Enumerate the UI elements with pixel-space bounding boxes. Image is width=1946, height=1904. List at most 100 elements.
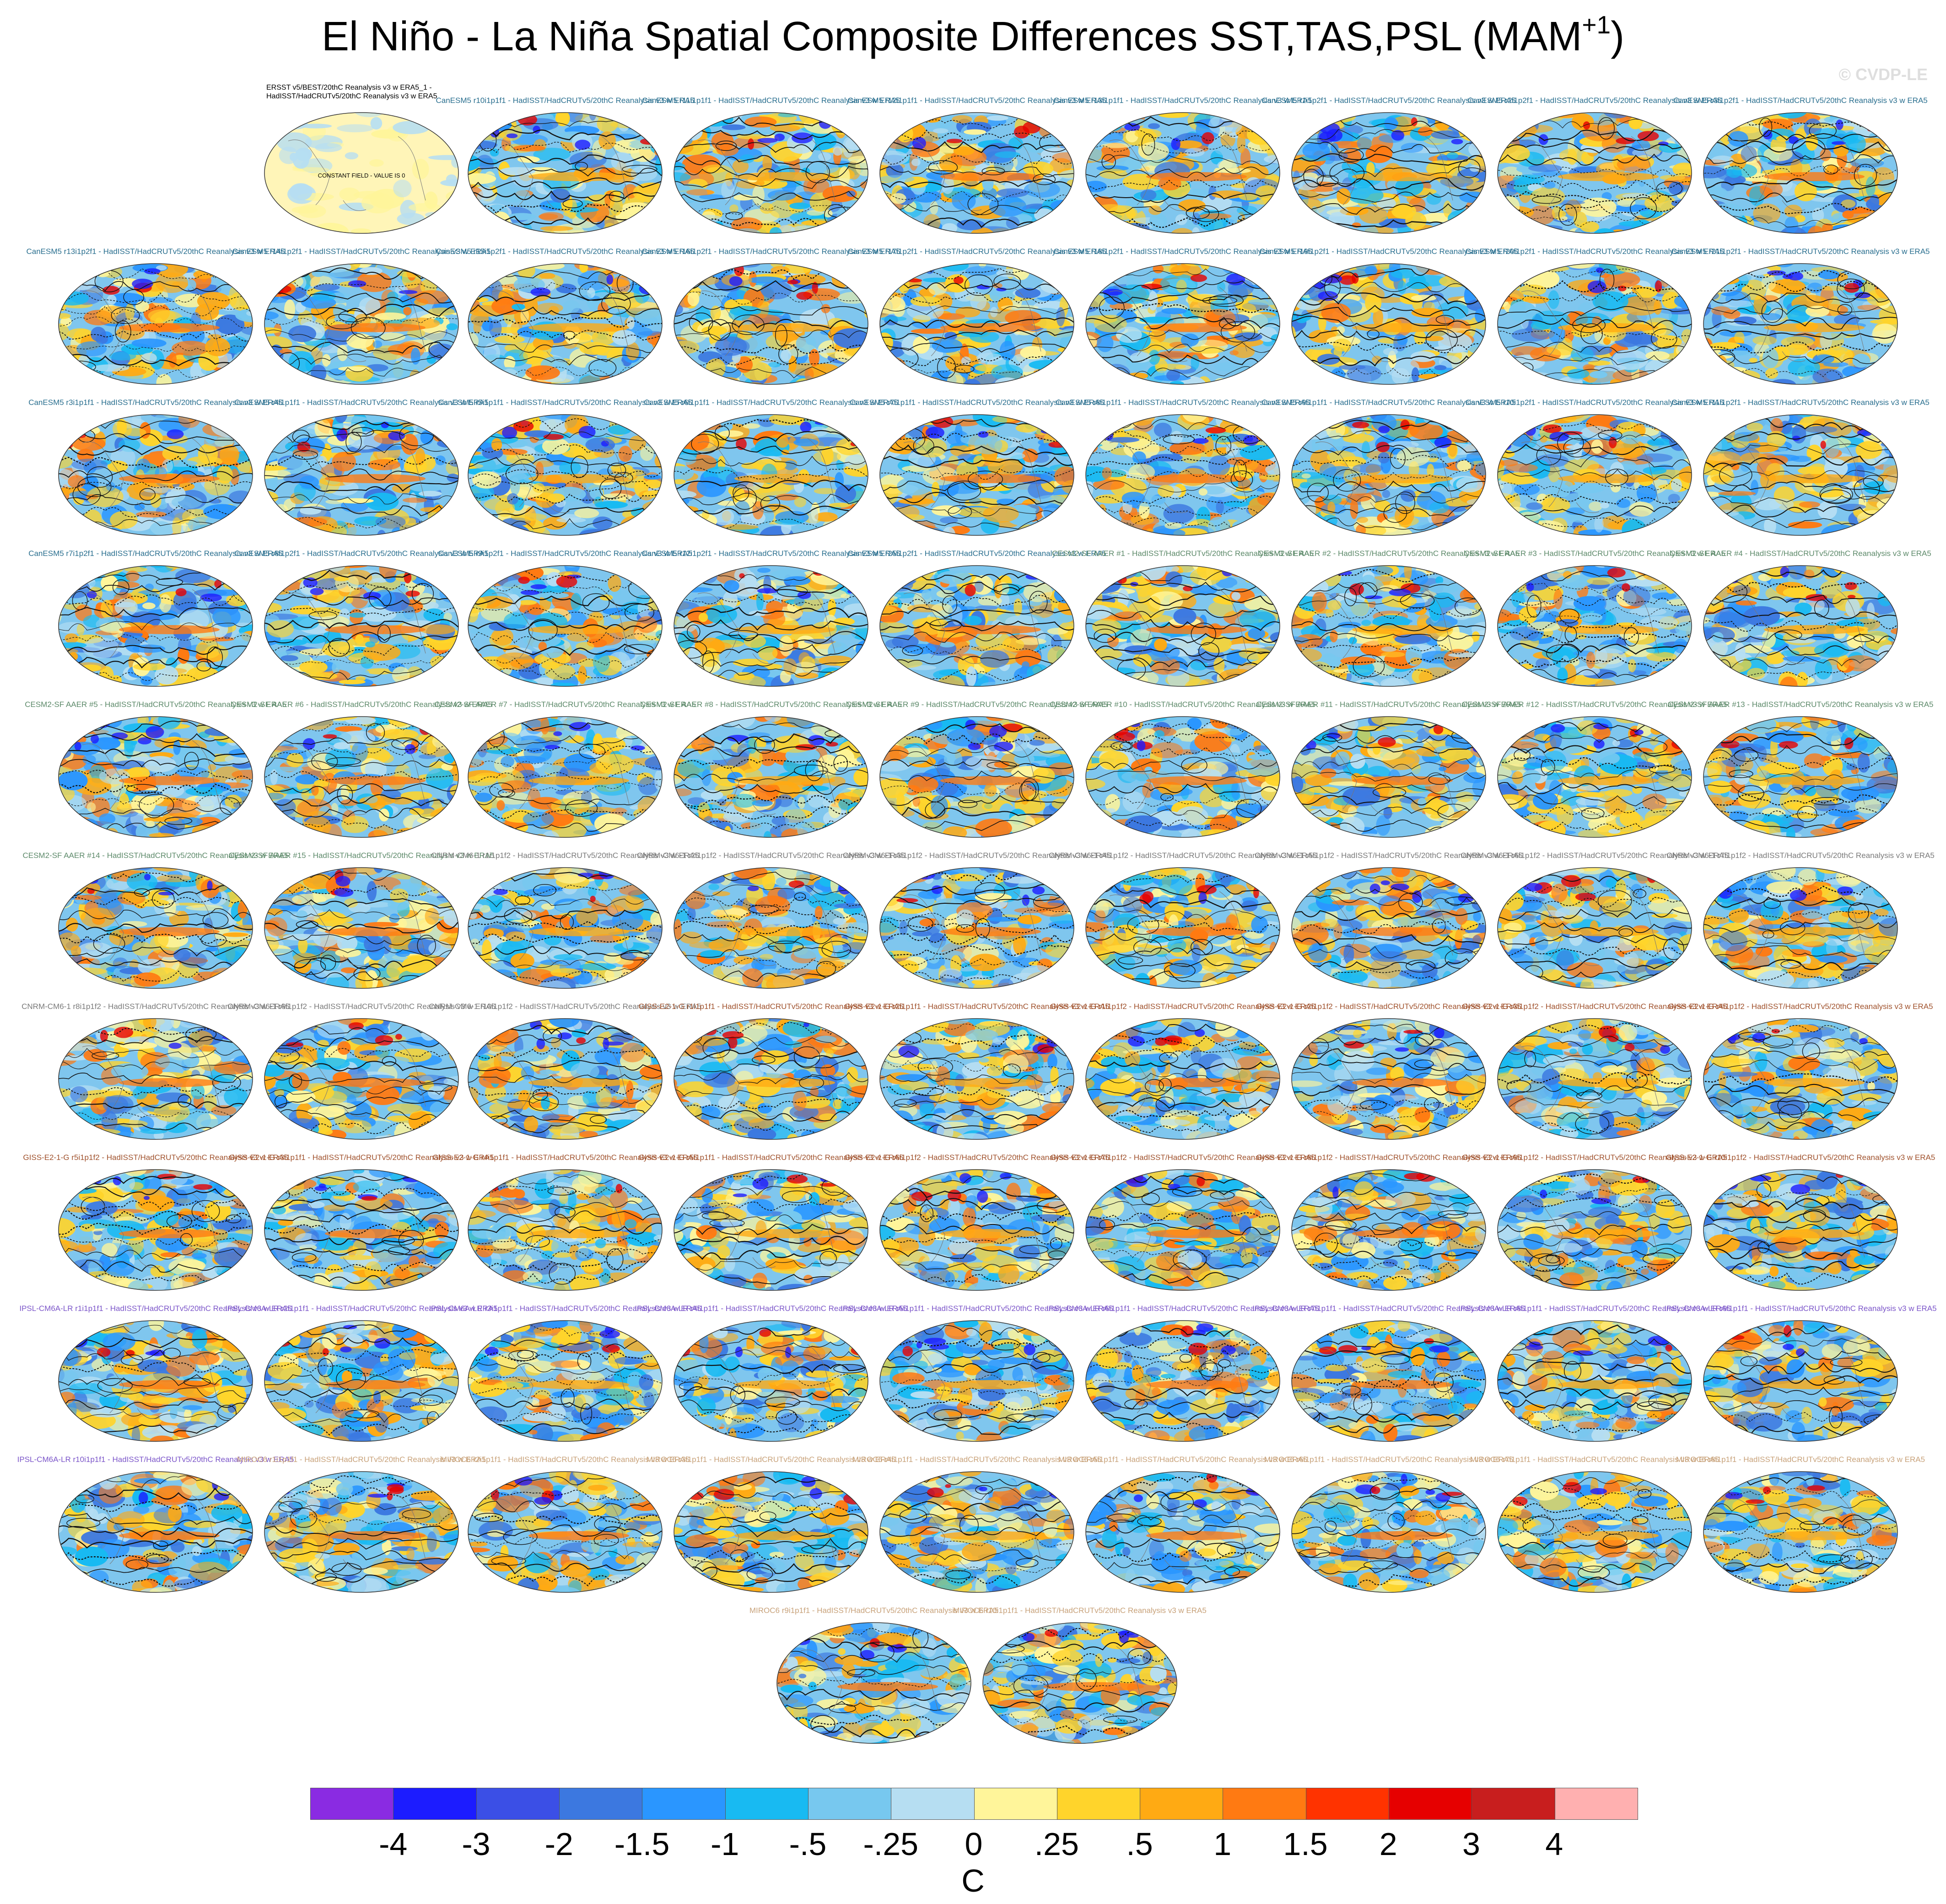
anomaly-patch: [707, 167, 726, 173]
anomaly-patch: [970, 292, 987, 310]
anomaly-patch: [1257, 113, 1274, 122]
psl-contour: [981, 167, 1005, 175]
anomaly-patch: [748, 276, 784, 284]
anomaly-patch: [1895, 230, 1897, 233]
psl-contour: [674, 178, 868, 190]
anomaly-patch: [1629, 502, 1654, 517]
anomaly-patch: [1677, 520, 1692, 535]
anomaly-patch: [288, 351, 315, 372]
anomaly-patch: [341, 527, 370, 535]
anomaly-patch: [59, 419, 71, 429]
anomaly-patch: [92, 364, 129, 372]
anomaly-patch: [387, 291, 399, 302]
anomaly-patch: [681, 418, 694, 423]
panel-label: CanESM5 r9i1p1f1 - HadISST/HadCRUTv5/20t…: [1261, 398, 1516, 407]
anomaly-patch: [851, 423, 868, 444]
anomaly-patch: [1515, 415, 1552, 421]
anomaly-patch: [450, 350, 458, 367]
anomaly-patch: [1023, 113, 1053, 116]
anomaly-patch: [469, 113, 488, 120]
anomaly-patch: [474, 435, 489, 450]
anomaly-patch: [674, 431, 689, 438]
anomaly-patch: [857, 279, 868, 289]
anomaly-patch: [264, 530, 274, 535]
anomaly-patch: [1753, 203, 1781, 223]
anomaly-patch: [1660, 175, 1686, 180]
anomaly-patch: [1672, 417, 1691, 429]
anomaly-patch: [402, 228, 441, 233]
anomaly-patch: [477, 190, 496, 204]
anomaly-patch: [800, 264, 821, 266]
anomaly-patch: [589, 532, 611, 535]
anomaly-patch: [1751, 480, 1759, 496]
anomaly-patch: [125, 303, 135, 320]
anomaly-patch: [831, 372, 842, 384]
psl-contour: [674, 456, 868, 466]
anomaly-patch: [1776, 135, 1790, 142]
anomaly-patch: [1120, 264, 1135, 270]
anomaly-patch: [750, 415, 773, 419]
anomaly-patch: [1098, 275, 1108, 286]
anomaly-patch: [1366, 132, 1380, 137]
psl-contour: [1425, 328, 1458, 351]
anomaly-patch: [1456, 377, 1478, 384]
anomaly-patch: [609, 196, 623, 216]
anomaly-patch: [1305, 376, 1334, 384]
psl-contour: [1703, 329, 1897, 340]
psl-contour: [588, 359, 617, 377]
anomaly-patch: [634, 365, 650, 381]
anomaly-patch: [1294, 511, 1313, 521]
anomaly-patch: [932, 338, 963, 353]
anomaly-patch: [230, 427, 253, 436]
anomaly-patch: [1723, 522, 1733, 534]
psl-contour: [1086, 341, 1280, 353]
anomaly-patch: [1455, 212, 1482, 232]
anomaly-patch: [1469, 157, 1486, 167]
anomaly-patch: [736, 356, 753, 373]
anomaly-patch: [833, 328, 868, 349]
anomaly-patch: [340, 416, 368, 423]
anomaly-patch: [1647, 415, 1666, 423]
anomaly-patch: [1296, 416, 1304, 435]
psl-contour: [468, 177, 662, 190]
anomaly-patch: [636, 371, 646, 381]
anomaly-patch: [1804, 426, 1838, 433]
anomaly-patch: [1455, 415, 1464, 418]
anomaly-patch: [1886, 266, 1897, 271]
psl-contour: [622, 165, 658, 174]
anomaly-patch: [1157, 485, 1174, 498]
anomaly-patch: [958, 453, 977, 460]
anomaly-patch: [482, 366, 491, 384]
anomaly-patch: [880, 266, 888, 279]
panel-label: CanESM5 r13i1p1f1 - HadISST/HadCRUTv5/20…: [1053, 96, 1312, 105]
anomaly-patch: [700, 264, 739, 265]
anomaly-patch: [365, 492, 399, 511]
anomaly-patch: [267, 533, 292, 535]
anomaly-patch: [268, 264, 295, 271]
anomaly-patch: [1051, 222, 1063, 227]
anomaly-patch: [1376, 197, 1396, 210]
anomaly-patch: [1448, 443, 1457, 457]
anomaly-patch: [1089, 361, 1097, 376]
anomaly-patch: [1461, 220, 1476, 226]
anomaly-patch: [632, 372, 647, 381]
strong-anomaly: [946, 139, 963, 143]
anomaly-patch: [598, 357, 624, 373]
anomaly-patch: [858, 415, 868, 427]
strong-anomaly: [1678, 135, 1692, 146]
anomaly-patch: [1397, 280, 1407, 294]
anomaly-patch: [1498, 417, 1521, 424]
anomaly-patch: [220, 444, 239, 465]
psl-contour: [880, 291, 1074, 304]
anomaly-patch: [1043, 504, 1064, 522]
anomaly-patch: [683, 364, 701, 378]
anomaly-patch: [1357, 136, 1372, 151]
anomaly-patch: [226, 415, 240, 418]
anomaly-patch: [1391, 368, 1410, 384]
anomaly-patch: [1591, 439, 1603, 454]
anomaly-patch: [1121, 491, 1145, 505]
anomaly-patch: [1292, 437, 1300, 442]
anomaly-patch: [788, 437, 797, 449]
psl-contour: [468, 355, 662, 366]
psl-contour: [609, 190, 625, 202]
